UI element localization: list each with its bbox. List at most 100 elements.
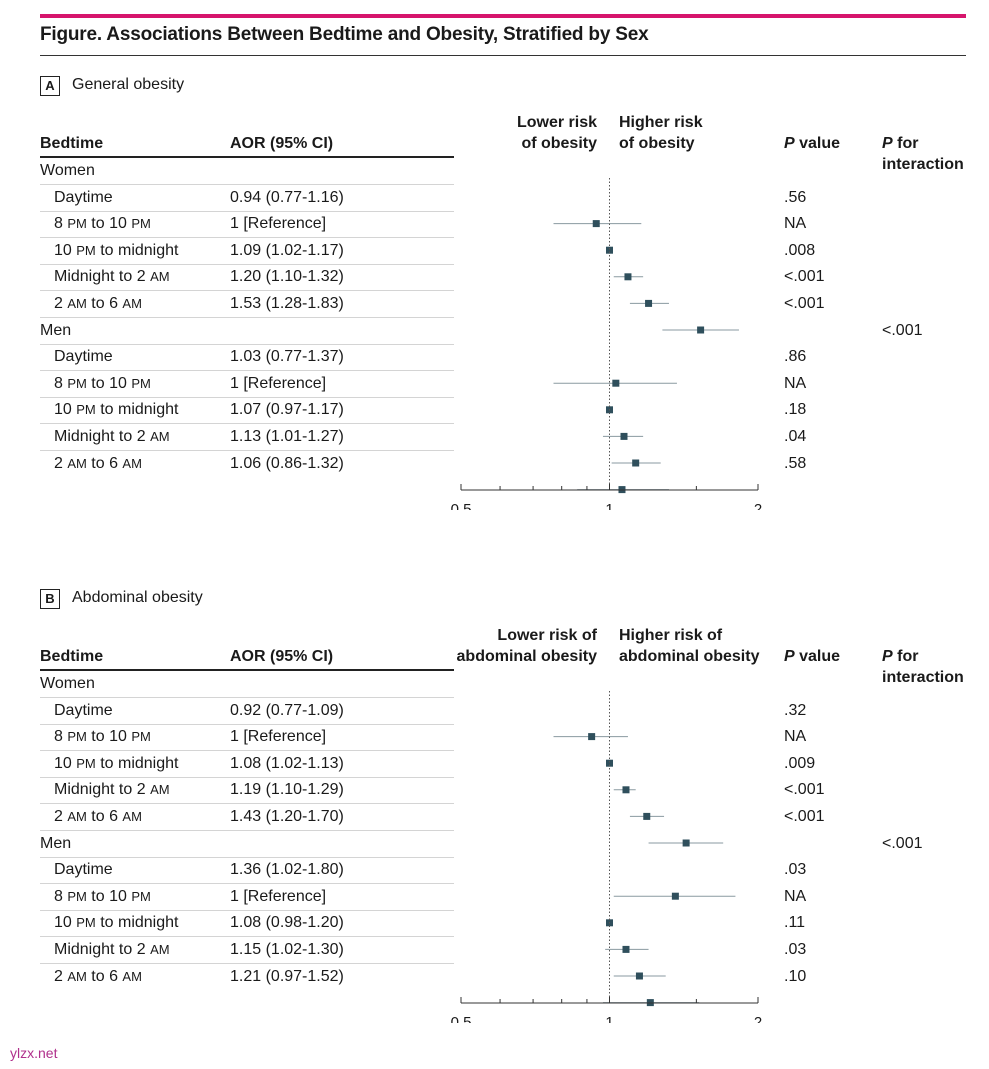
table-row: 8 PM to 10 PM 1 [Reference] (40, 884, 454, 911)
estimate-marker (635, 972, 643, 980)
watermark: ylzx.net (10, 1045, 58, 1061)
bedtime-label: 2 AM to 6 AM (54, 454, 142, 472)
estimate-marker (592, 220, 600, 228)
tick-label: 2 (754, 1014, 762, 1023)
bedtime-label: 10 PM to midnight (54, 914, 179, 932)
estimate-marker (622, 786, 630, 794)
bedtime-label: 2 AM to 6 AM (54, 295, 142, 312)
tick-label: 0.5 (451, 501, 472, 510)
estimate-marker (606, 759, 613, 767)
p-value: .18 (784, 401, 807, 419)
aor-value: 1.15 (1.02-1.30) (230, 941, 344, 958)
p-value: .11 (784, 914, 806, 932)
higher-risk-label: Higher risk of abdominal obesity (619, 627, 760, 665)
p-value: .58 (784, 454, 807, 472)
table-row: Daytime 0.92 (0.77-1.09) (40, 698, 454, 725)
table-row: 8 PM to 10 PM 1 [Reference] (40, 371, 454, 398)
tick-label: 0.5 (451, 1014, 472, 1023)
bedtime-label: Midnight to 2 AM (54, 941, 170, 958)
estimate-marker (645, 299, 653, 307)
estimate-marker (612, 379, 620, 387)
header-rule (40, 156, 454, 158)
group-label: Men (40, 321, 72, 339)
table-row: 8 PM to 10 PM 1 [Reference] (40, 724, 454, 752)
p-interaction-value: <.001 (882, 321, 923, 339)
p-value: NA (784, 887, 807, 905)
estimate-marker (643, 812, 651, 820)
p-value: .03 (784, 941, 807, 958)
tick-label: 1 (605, 1014, 613, 1023)
p-value: .04 (784, 428, 807, 445)
bedtime-label: Midnight to 2 AM (54, 268, 170, 286)
p-value: <.001 (784, 295, 825, 312)
bedtime-label: Daytime (54, 701, 113, 719)
table-row: 2 AM to 6 AM 1.06 (0.86-1.32) (40, 451, 454, 477)
estimate-marker (697, 326, 705, 334)
table-row: Midnight to 2 AM 1.15 (1.02-1.30) (40, 937, 454, 964)
p-value: <.001 (784, 781, 825, 799)
bedtime-label: 2 AM to 6 AM (54, 808, 142, 825)
bedtime-label: 2 AM to 6 AM (54, 967, 142, 985)
bedtime-label: 8 PM to 10 PM (54, 887, 151, 905)
group-row: Men (40, 831, 454, 858)
accent-bar (40, 14, 966, 18)
table-row: 2 AM to 6 AM 1.21 (0.97-1.52) (40, 964, 454, 990)
p-value: .009 (784, 754, 816, 772)
panel-letter: A (40, 76, 60, 96)
panel-title: Abdominal obesity (72, 589, 203, 606)
p-value: .10 (784, 967, 807, 985)
estimate-marker (682, 839, 690, 847)
table-row: 2 AM to 6 AM 1.43 (1.20-1.70) (40, 804, 454, 831)
p-value: .03 (784, 861, 807, 879)
aor-value: 1 [Reference] (230, 887, 327, 905)
bedtime-label: 10 PM to midnight (54, 241, 179, 259)
higher-risk-label: Higher risk of obesity (619, 114, 703, 152)
aor-value: 1.13 (1.01-1.27) (230, 428, 344, 445)
estimate-marker (624, 273, 632, 281)
aor-value: 1.20 (1.10-1.32) (230, 268, 344, 286)
bedtime-label: Daytime (54, 348, 113, 366)
group-row: Women (40, 158, 454, 185)
p-value: .86 (784, 348, 807, 366)
lower-risk-label: Lower risk of obesity (516, 114, 597, 152)
aor-value: 1.09 (1.02-1.17) (230, 241, 344, 259)
table-row: Midnight to 2 AM 1.19 (1.10-1.29) (40, 777, 454, 805)
aor-value: 1.21 (0.97-1.52) (230, 967, 344, 985)
panel-abdominal-obesity: B Abdominal obesity Bedtime AOR (95% CI) P v… (0, 513, 989, 1023)
p-value: <.001 (784, 808, 825, 825)
p-value: NA (784, 215, 807, 233)
figure-title: Figure. Associations Between Bedtime and… (40, 24, 649, 45)
estimate-marker (622, 945, 630, 953)
tick-label: 2 (754, 501, 762, 510)
p-value: .56 (784, 188, 807, 206)
title-rule (40, 55, 966, 56)
p-value: <.001 (784, 268, 825, 286)
table-row: 10 PM to midnight 1.08 (0.98-1.20) (40, 910, 454, 938)
group-label: Women (40, 162, 95, 179)
header-p-value: P value (784, 648, 841, 665)
bedtime-label: Midnight to 2 AM (54, 781, 170, 799)
group-row: Men (40, 318, 454, 345)
tick-label: 1 (605, 501, 613, 510)
aor-value: 1.07 (0.97-1.17) (230, 401, 344, 419)
aor-value: 1.08 (1.02-1.13) (230, 754, 344, 772)
p-value: .32 (784, 701, 807, 719)
bedtime-label: Midnight to 2 AM (54, 428, 170, 445)
aor-value: 1.08 (0.98-1.20) (230, 914, 344, 932)
aor-value: 1 [Reference] (230, 374, 327, 392)
header-aor: AOR (95% CI) (230, 135, 334, 152)
table-row: 8 PM to 10 PM 1 [Reference] (40, 211, 454, 239)
header-p-value: P value (784, 135, 841, 152)
table-row: Daytime 1.36 (1.02-1.80) (40, 857, 454, 885)
aor-value: 1.06 (0.86-1.32) (230, 454, 344, 472)
bedtime-label: 8 PM to 10 PM (54, 374, 151, 392)
bedtime-label: Daytime (54, 188, 113, 206)
table-row: Daytime 1.03 (0.77-1.37) (40, 344, 454, 372)
forest-plot: 0.512AOR (95% CI) (451, 178, 762, 510)
table-row: 10 PM to midnight 1.08 (1.02-1.13) (40, 751, 454, 778)
table-row: 10 PM to midnight 1.07 (0.97-1.17) (40, 397, 454, 425)
estimate-marker (632, 459, 640, 467)
estimate-marker (606, 246, 613, 254)
header-bedtime: Bedtime (40, 648, 104, 665)
aor-value: 0.92 (0.77-1.09) (230, 701, 344, 719)
